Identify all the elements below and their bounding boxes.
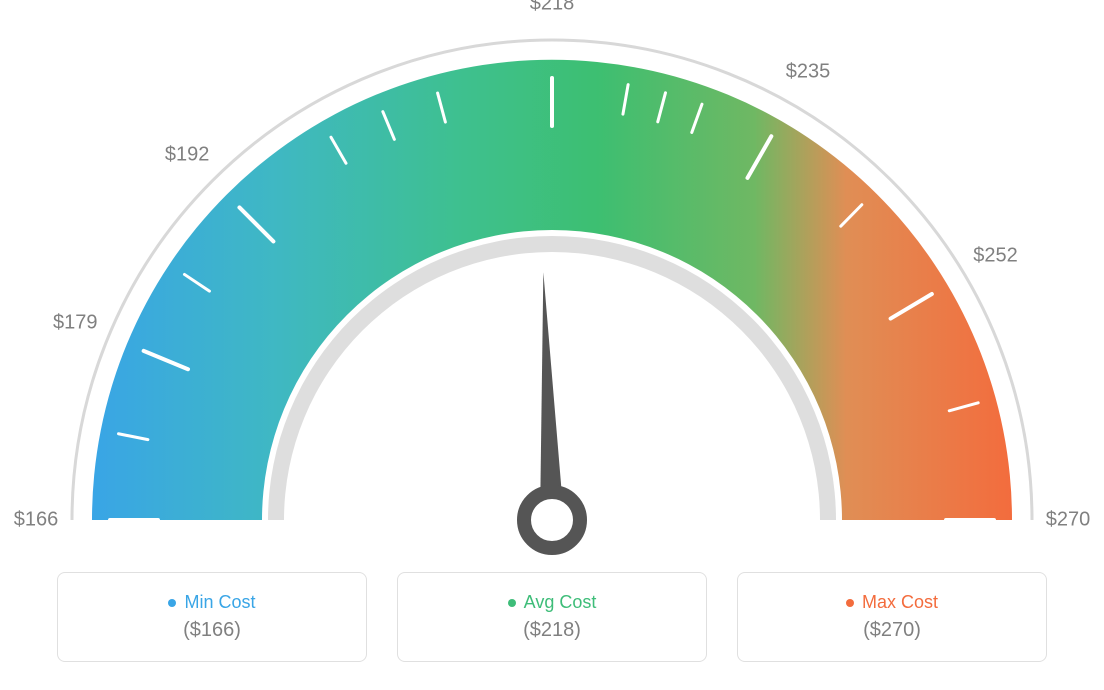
- tick-label: $218: [530, 0, 575, 16]
- legend-card-max: Max Cost ($270): [737, 572, 1047, 662]
- tick-label: $166: [14, 509, 59, 532]
- gauge-chart-container: $166 $179 $192 $218 $235 $252 $270 Min Cost ($…: [0, 0, 1104, 690]
- legend-max-value: ($270): [863, 619, 921, 642]
- legend-card-min: Min Cost ($166): [57, 572, 367, 662]
- dot-icon: [846, 599, 854, 607]
- legend-max-label: Max Cost: [862, 592, 938, 613]
- dot-icon: [168, 599, 176, 607]
- legend-min-value: ($166): [183, 619, 241, 642]
- tick-label: $235: [786, 61, 831, 84]
- legend-min-label: Min Cost: [184, 592, 255, 613]
- dot-icon: [508, 599, 516, 607]
- legend-title-avg: Avg Cost: [508, 592, 597, 613]
- gauge-svg: [0, 0, 1104, 560]
- legend-avg-label: Avg Cost: [524, 592, 597, 613]
- needle-hub: [524, 492, 580, 548]
- tick-label: $252: [973, 245, 1018, 268]
- legend-title-max: Max Cost: [846, 592, 938, 613]
- legend-row: Min Cost ($166) Avg Cost ($218) Max Cost…: [0, 572, 1104, 662]
- legend-title-min: Min Cost: [168, 592, 255, 613]
- legend-avg-value: ($218): [523, 619, 581, 642]
- tick-label: $270: [1046, 509, 1091, 532]
- tick-label: $192: [165, 144, 210, 167]
- legend-card-avg: Avg Cost ($218): [397, 572, 707, 662]
- gauge-area: $166 $179 $192 $218 $235 $252 $270: [0, 0, 1104, 560]
- needle: [540, 272, 564, 520]
- tick-label: $179: [53, 311, 98, 334]
